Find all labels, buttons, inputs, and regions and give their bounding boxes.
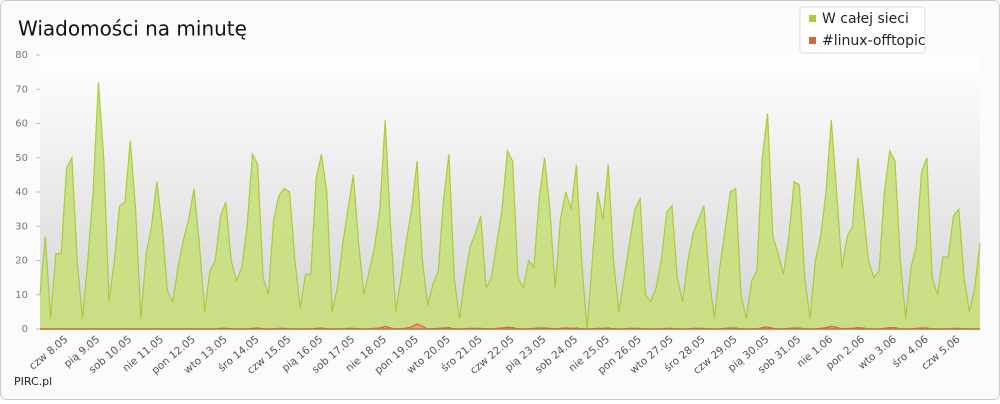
y-tick-label: 20 [15,256,28,267]
line [39,82,981,330]
footer: PIRC.pl [14,375,52,388]
legend: W całej sieci #linux-offtopic [809,11,926,49]
legend-box [799,6,926,54]
legend-label: W całej sieci [822,11,909,27]
y-tick-label: 70 [15,84,28,95]
y-tick-label: 0 [22,324,28,335]
y-tick-label: 10 [15,290,28,301]
legend-label: #linux-offtopic [822,33,926,49]
y-tick-label: 40 [15,187,28,198]
chart-title: Wiadomości na minutę [18,17,247,41]
legend-swatch [809,15,816,22]
y-tick-label: 30 [15,221,28,232]
legend-swatch [809,37,816,44]
y-tick-label: 50 [15,153,28,164]
y-tick-label: 60 [15,119,28,130]
area [40,82,980,330]
y-tick-label: 80 [15,50,28,61]
